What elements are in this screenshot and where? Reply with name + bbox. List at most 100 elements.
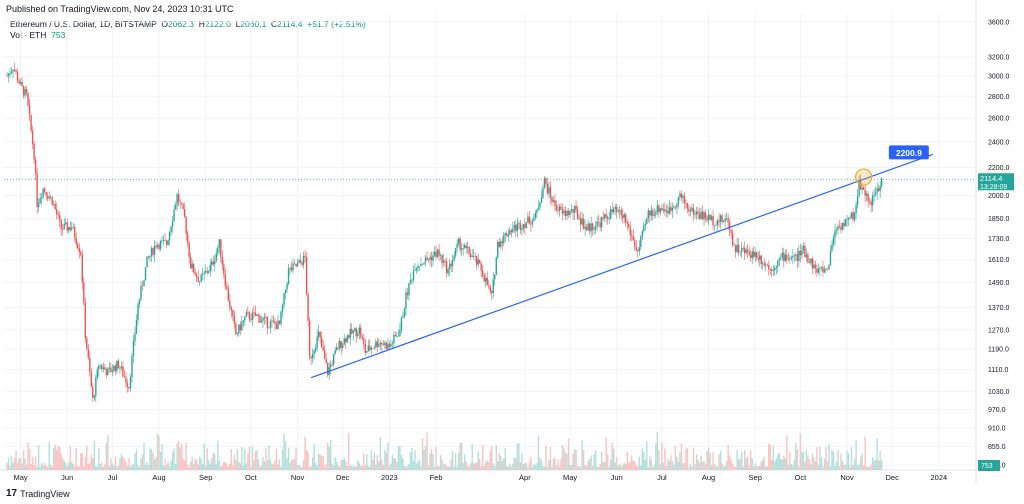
candle[interactable] [612,208,615,213]
candle[interactable] [792,256,794,258]
candle[interactable] [418,266,421,267]
candle[interactable] [543,178,546,189]
candle[interactable] [769,269,771,270]
candle[interactable] [28,105,31,115]
candle[interactable] [272,320,275,322]
candle[interactable] [862,187,865,190]
candle[interactable] [378,344,380,347]
candle[interactable] [183,209,186,218]
candle[interactable] [661,208,663,211]
candle[interactable] [335,347,338,351]
candle[interactable] [126,382,129,388]
candle[interactable] [509,230,511,236]
candle[interactable] [447,269,449,274]
candle[interactable] [296,263,299,267]
candle[interactable] [257,314,260,316]
candle[interactable] [683,195,686,204]
candle[interactable] [522,223,525,229]
candle[interactable] [208,271,210,273]
candle[interactable] [816,268,818,273]
candle[interactable] [372,347,374,349]
candle[interactable] [141,285,144,287]
candle[interactable] [108,367,111,369]
candle[interactable] [727,218,729,223]
candle[interactable] [692,207,695,215]
candle[interactable] [451,260,454,267]
candle[interactable] [308,320,311,357]
candle[interactable] [326,362,329,376]
candle[interactable] [555,205,558,211]
candle[interactable] [313,350,315,354]
candle[interactable] [588,223,591,232]
candle[interactable] [110,367,112,372]
candle[interactable] [369,345,371,350]
candle[interactable] [600,217,603,228]
candle[interactable] [332,354,335,365]
candle[interactable] [295,263,297,267]
candle[interactable] [31,130,34,144]
candle[interactable] [168,231,171,241]
candle[interactable] [808,262,811,264]
candle[interactable] [703,212,705,220]
candle[interactable] [301,262,303,265]
candle[interactable] [215,253,217,261]
candle[interactable] [748,251,750,256]
candle[interactable] [688,208,690,212]
candle[interactable] [360,327,362,338]
candle[interactable] [78,248,80,253]
candle[interactable] [802,245,805,251]
candle[interactable] [77,244,79,249]
candle[interactable] [319,331,321,338]
candle[interactable] [99,365,102,366]
candle[interactable] [247,312,249,313]
candle[interactable] [852,212,854,220]
candle[interactable] [679,193,681,197]
candle[interactable] [439,255,442,256]
candle[interactable] [171,220,174,227]
candle[interactable] [789,258,791,260]
candle[interactable] [165,240,168,245]
candle[interactable] [37,203,40,208]
candle[interactable] [581,218,583,225]
candle[interactable] [596,221,598,227]
candle[interactable] [81,254,83,283]
candle[interactable] [471,256,473,257]
candle[interactable] [756,252,758,258]
candle[interactable] [670,207,672,211]
candle[interactable] [195,275,198,278]
candle[interactable] [457,238,460,244]
candle[interactable] [357,334,359,337]
candle[interactable] [710,216,713,220]
candle[interactable] [680,193,683,198]
candle[interactable] [265,316,267,318]
candle[interactable] [826,268,829,270]
candle[interactable] [366,351,368,353]
candle[interactable] [855,204,857,214]
candle[interactable] [334,350,336,355]
candle[interactable] [236,333,239,335]
candle[interactable] [655,212,657,216]
candle[interactable] [620,210,622,216]
candle[interactable] [259,315,261,323]
candle[interactable] [269,321,272,328]
candle[interactable] [150,248,153,256]
candle[interactable] [762,263,764,265]
tradingview-brand[interactable]: 17 TradingView [6,488,70,499]
candle[interactable] [865,193,868,196]
candle[interactable] [617,211,619,212]
candle[interactable] [13,69,16,71]
candle[interactable] [634,240,636,247]
candle[interactable] [275,323,278,329]
candle[interactable] [706,218,708,221]
candle[interactable] [30,114,32,131]
candle[interactable] [268,327,270,328]
candle[interactable] [477,259,479,265]
candle[interactable] [694,214,696,216]
candle[interactable] [453,255,455,261]
candle[interactable] [39,198,41,204]
candle[interactable] [465,245,467,248]
candle[interactable] [217,248,219,254]
candle[interactable] [153,245,156,255]
candle[interactable] [778,258,780,261]
candle[interactable] [704,212,707,219]
